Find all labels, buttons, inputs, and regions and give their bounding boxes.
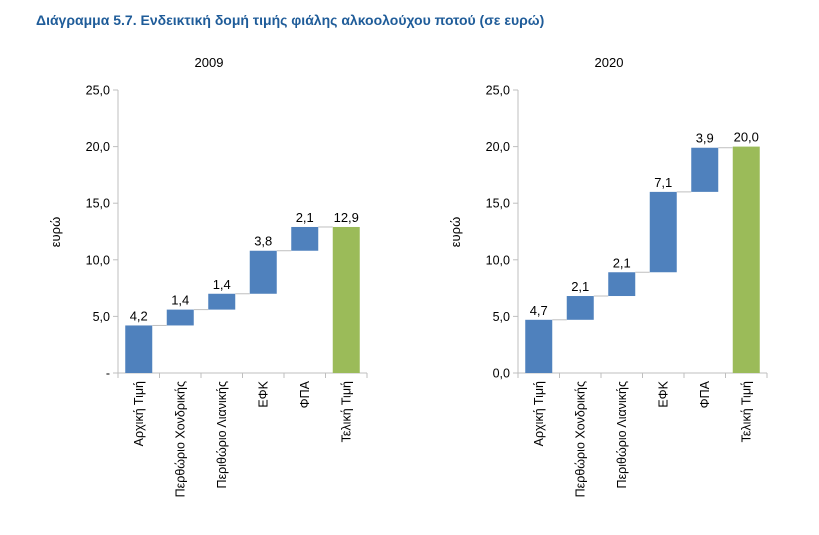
y-tick-label: 0,0 — [493, 367, 510, 381]
y-tick-label: 10,0 — [486, 253, 510, 267]
step-bar — [608, 272, 636, 297]
y-axis-label: ευρώ — [48, 217, 63, 247]
y-tick-label: - — [106, 367, 110, 381]
total-bar — [332, 226, 360, 373]
y-tick-label: 15,0 — [486, 197, 510, 211]
waterfall-chart-2009: 2009 ευρώ - 5,0 10,0 15,0 20,0 25,0 4,2 1,4 1,4 3,8… — [48, 55, 368, 497]
data-label: 3,9 — [696, 131, 714, 146]
y-tick-label: 5,0 — [493, 310, 510, 324]
step-bar — [249, 250, 277, 294]
chart-title: 2020 — [595, 55, 624, 70]
x-category-label: Τελική Τιμή — [739, 381, 753, 442]
y-tick-label: 20,0 — [486, 140, 510, 154]
y-axis-label: ευρώ — [448, 217, 463, 247]
x-category-label: Περθώριο Χονδρικής — [573, 381, 587, 497]
x-category-label: ΕΦΚ — [656, 380, 670, 407]
y-tick-label: 25,0 — [86, 84, 110, 98]
y-tick-label: 20,0 — [86, 140, 110, 154]
page-title: Διάγραμμα 5.7. Ενδεικτική δομή τιμής φιά… — [36, 12, 545, 28]
step-bar — [566, 296, 594, 320]
step-bar — [208, 293, 236, 310]
step-bar — [125, 325, 153, 373]
x-category-label: Περιθώριο Λιανικής — [615, 381, 629, 488]
y-tick-label: 5,0 — [93, 310, 110, 324]
y-tick-label: 10,0 — [86, 253, 110, 267]
total-bar — [732, 146, 760, 373]
data-label: 2,1 — [613, 255, 631, 270]
data-label: 1,4 — [213, 277, 231, 292]
x-category-label: Αρχική Τιμή — [532, 381, 546, 446]
step-bar — [525, 319, 553, 373]
y-tick-label: 25,0 — [486, 84, 510, 98]
step-bar — [166, 309, 194, 326]
x-category-label: Περιθώριο Λιανικής — [215, 381, 229, 488]
data-label: 3,8 — [254, 234, 272, 249]
waterfall-chart-2020: 2020 ευρώ 0,0 5,0 10,0 15,0 20,0 25,0 4,7 2,1 2,1 7… — [448, 55, 768, 497]
step-bar — [291, 226, 319, 251]
data-label: 2,1 — [571, 279, 589, 294]
step-bar — [649, 191, 677, 273]
step-bar — [691, 147, 719, 192]
x-category-label: ΦΠΑ — [298, 380, 312, 408]
x-category-label: Αρχική Τιμή — [132, 381, 146, 446]
y-tick-label: 15,0 — [86, 197, 110, 211]
data-label: 12,9 — [334, 210, 359, 225]
chart-title: 2009 — [195, 55, 224, 70]
data-label: 4,2 — [130, 308, 148, 323]
x-category-label: Περθώριο Χονδρικής — [173, 381, 187, 497]
data-label: 2,1 — [296, 210, 314, 225]
x-category-label: ΕΦΚ — [256, 380, 270, 407]
data-label: 7,1 — [654, 175, 672, 190]
x-category-label: Τελική Τιμή — [339, 381, 353, 442]
data-label: 1,4 — [171, 293, 189, 308]
data-label: 4,7 — [530, 303, 548, 318]
x-category-label: ΦΠΑ — [698, 380, 712, 408]
data-label: 20,0 — [734, 130, 759, 145]
